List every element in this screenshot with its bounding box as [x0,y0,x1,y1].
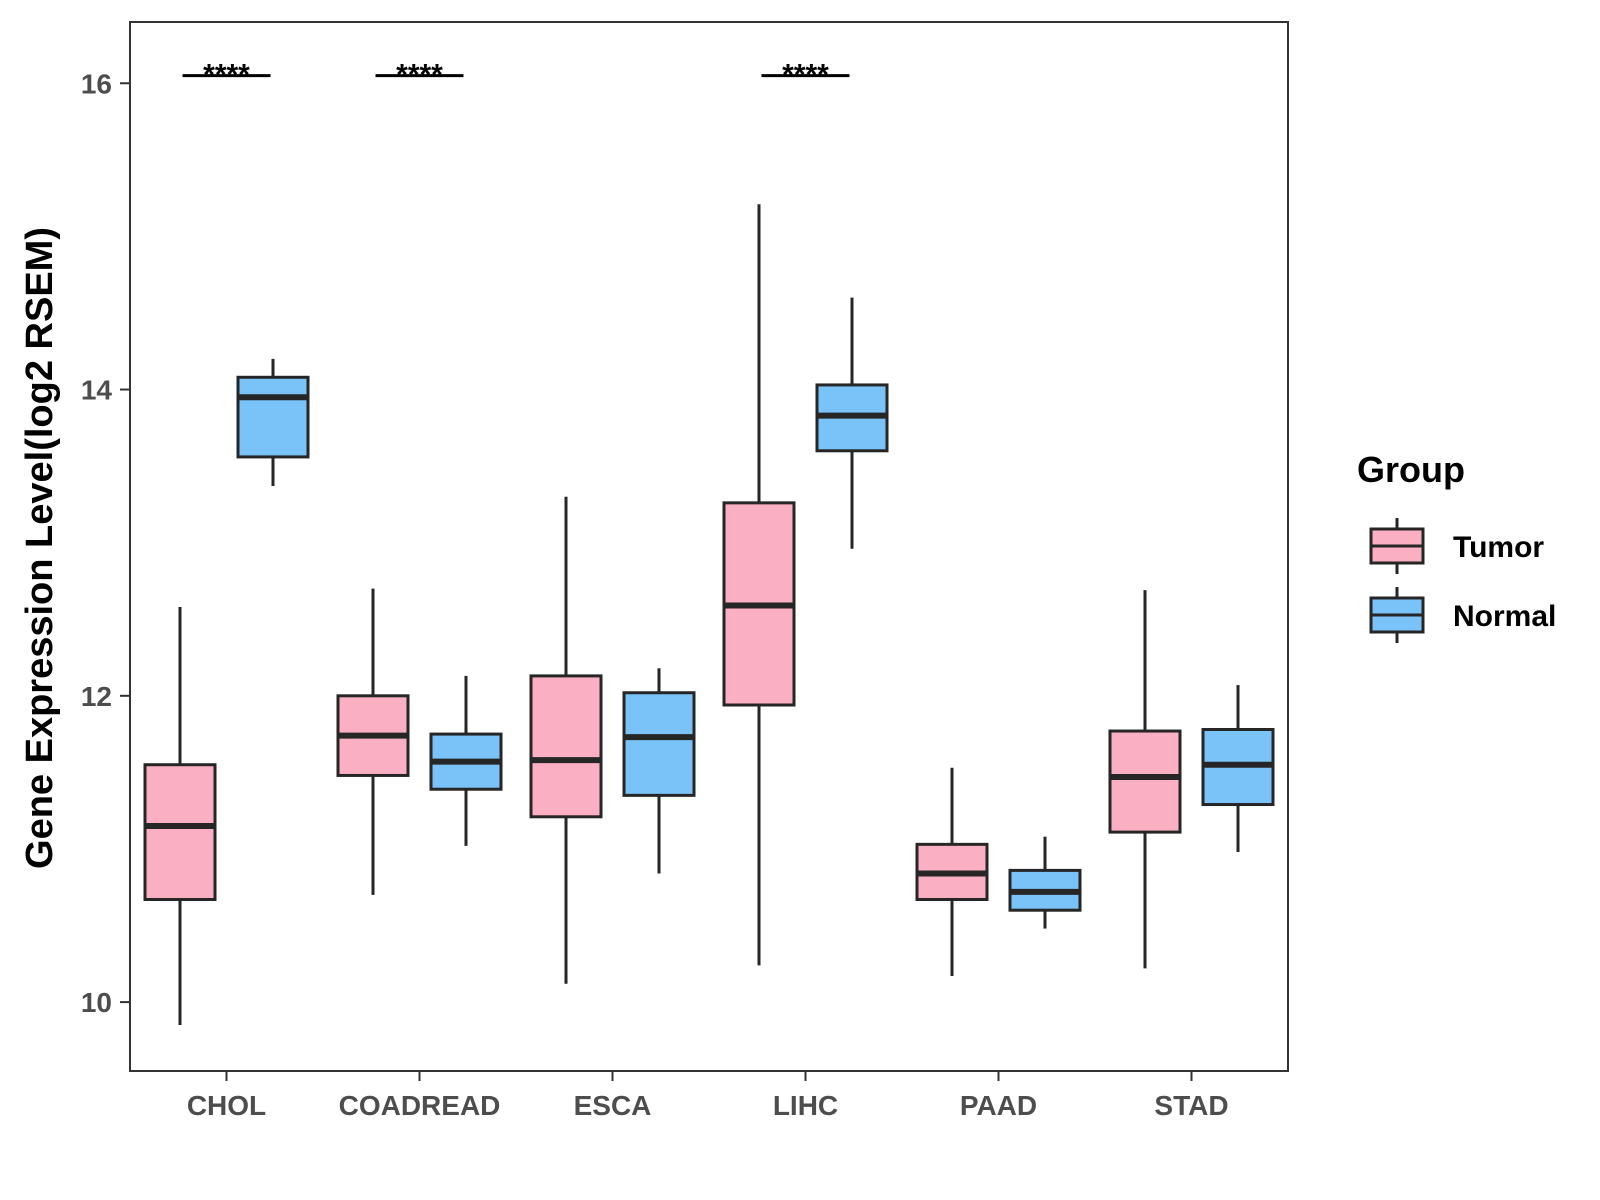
x-tick-label: PAAD [960,1090,1037,1121]
box-body [1108,729,1182,834]
x-axis: CHOL COADREAD ESCA LIHC PAAD STAD [187,1071,1229,1121]
y-tick-label: 10 [81,987,112,1018]
box-tumor-chol [143,606,217,1026]
box-normal-lihc [815,297,889,549]
box-tumor-coadread [336,588,410,895]
box-series [143,204,1275,1026]
box-body [236,375,310,459]
box-normal-paad [1008,836,1082,929]
x-tick-label: LIHC [773,1090,838,1121]
box-body [529,674,603,819]
box-normal-stad [1201,685,1275,853]
significance-label: **** [203,59,250,92]
y-tick-label: 14 [81,375,113,406]
y-axis: 10 12 14 16 [81,68,130,1018]
x-tick-label: ESCA [574,1090,652,1121]
box-normal-esca [622,668,696,874]
box-body [143,763,217,901]
box-normal-coadread [429,675,503,846]
legend: Group Tumor Normal [1357,449,1556,643]
box-tumor-esca [529,496,603,984]
legend-label: Tumor [1453,531,1544,564]
box-tumor-lihc [722,204,796,966]
significance-label: **** [396,59,443,92]
x-tick-label: STAD [1154,1090,1228,1121]
significance-annotations: **** **** **** [182,59,850,92]
y-tick-label: 16 [81,68,112,99]
legend-entry-tumor: Tumor [1369,518,1544,574]
x-tick-label: COADREAD [339,1090,501,1121]
x-tick-label: CHOL [187,1090,266,1121]
panel-border [129,21,1289,1072]
box-normal-chol [236,358,310,487]
legend-label: Normal [1453,600,1556,633]
y-tick-label: 12 [81,681,112,712]
y-axis-title: Gene Expression Level(log2 RSEM) [19,227,61,869]
legend-entry-normal: Normal [1369,587,1556,643]
significance-label: **** [782,59,829,92]
legend-title: Group [1357,449,1465,490]
box-body [622,691,696,797]
box-tumor-stad [1108,590,1182,969]
box-tumor-paad [915,767,989,977]
